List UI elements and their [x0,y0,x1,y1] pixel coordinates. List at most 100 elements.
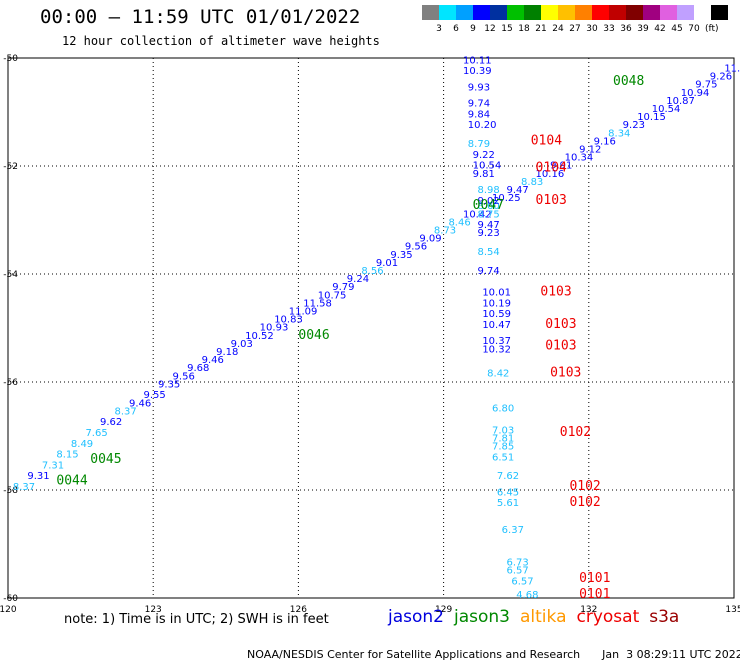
colorbar-swatch [422,5,439,20]
colorbar-swatch [643,5,660,20]
wave-height-label: 8.15 [56,450,78,461]
wave-height-label: 9.79 [332,282,354,293]
wave-height-label: 7.31 [42,460,64,471]
wave-height-label: 10.01 [482,288,511,299]
wave-height-label: 10.94 [681,88,710,99]
wave-height-label: 7.81 [492,433,514,444]
wave-height-label: 7.85 [492,442,514,453]
colorbar-label: 33 [603,24,615,34]
pass-time-label: 0101 [579,571,610,586]
wave-height-label: 9.09 [419,234,441,245]
y-tick-label: -56 [3,378,18,388]
colorbar-swatch [694,5,711,20]
colorbar-label: 30 [586,24,598,34]
wave-height-label: 11.27 [724,64,740,75]
wave-height-label: 9.74 [468,99,490,110]
wave-height-label: 6.57 [511,577,533,588]
wave-height-label: 9.31 [27,471,49,482]
pass-time-label: 0102 [560,425,591,440]
credit-line: NOAA/NESDIS Center for Satellite Applica… [240,635,740,661]
wave-height-label: 9.01 [376,258,398,269]
wave-height-label: 9.93 [468,82,490,93]
wave-height-label: 9.84 [468,109,490,120]
wave-height-label: 9.26 [710,72,732,83]
wave-height-label: 10.75 [318,290,347,301]
wave-height-label: 10.25 [492,193,521,204]
wave-height-label: 6.45 [497,487,519,498]
wave-height-label: 8.79 [468,139,490,150]
colorbar-swatch [575,5,592,20]
wave-height-label: 9.47 [477,220,499,231]
wave-height-label: 9.47 [507,185,529,196]
colorbar-label: 39 [637,24,649,34]
colorbar-swatch [490,5,507,20]
colorbar-swatch [541,5,558,20]
y-tick-label: -58 [3,486,18,496]
wave-height-label: 9.56 [405,242,427,253]
wave-height-label: 10.34 [565,153,594,164]
wave-height-label: 10.16 [536,169,565,180]
wave-height-label: 9.12 [579,145,601,156]
colorbar-swatch [592,5,609,20]
wave-height-label: 9.81 [473,169,495,180]
x-tick-label: 132 [580,605,597,615]
wave-height-label: 9.23 [477,228,499,239]
legend-entry: cryosat [576,607,640,627]
x-tick-label: 129 [435,605,452,615]
colorbar-label: 12 [484,24,496,34]
pass-time-label: 0102 [569,479,600,494]
pass-time-label: 0046 [298,328,329,343]
wave-height-label: 10.32 [482,344,511,355]
wave-height-label: 8.54 [477,247,499,258]
wave-height-label: 8.83 [521,177,543,188]
pass-time-label: 0102 [569,495,600,510]
colorbar-label: 70 [688,24,700,34]
wave-height-label: 8.98 [477,185,499,196]
colorbar-label: 27 [569,24,581,34]
colorbar-label: 45 [671,24,683,34]
x-tick-label: 120 [0,605,17,615]
y-tick-label: -50 [3,54,18,64]
wave-height-label: 10.93 [260,323,289,334]
wave-height-label: 9.16 [594,136,616,147]
wave-height-label: 9.62 [100,417,122,428]
wave-height-label: 4.68 [516,590,538,601]
wave-height-label: 6.51 [492,452,514,463]
wave-height-label: 9.35 [390,250,412,261]
footnote: note: 1) Time is in UTC; 2) SWH is in fe… [64,612,329,627]
wave-height-label: 10.54 [652,104,681,115]
wave-height-label: 6.80 [492,404,514,415]
wave-height-label: 9.35 [158,379,180,390]
wave-height-label: 10.20 [468,120,497,131]
colorbar-label: 24 [552,24,564,34]
pass-time-label: 0047 [473,198,504,213]
colorbar-label: 15 [501,24,513,34]
wave-height-label: 9.68 [187,363,209,374]
colorbar-label: 18 [518,24,530,34]
wave-height-label: 8.49 [71,439,93,450]
colorbar-swatch [524,5,541,20]
wave-height-label: 9.74 [477,266,499,277]
wave-height-label: 11.58 [303,298,332,309]
wave-height-label: 9.22 [473,150,495,161]
wave-height-label: 10.11 [463,55,492,66]
wave-height-label: 8.60 [477,201,499,212]
pass-time-label: 0103 [540,285,571,300]
wave-height-label: 10.42 [463,209,492,220]
wave-height-label: 10.52 [245,331,274,342]
colorbar-swatch [473,5,490,20]
wave-height-label: 8.75 [477,209,499,220]
wave-height-label: 8.46 [448,217,470,228]
wave-height-label: 10.19 [482,298,511,309]
wave-height-label: 10.39 [463,66,492,77]
pass-time-label: 0103 [550,366,581,381]
wave-height-label: 10.15 [637,112,666,123]
pass-time-label: 0103 [545,339,576,354]
colorbar-swatch [660,5,677,20]
wave-height-label: 10.54 [473,161,502,172]
colorbar-unit: (ft) [705,24,719,34]
wave-height-label: 9.18 [216,347,238,358]
legend-entry: jason3 [454,607,510,627]
colorbar-label: 9 [470,24,476,34]
